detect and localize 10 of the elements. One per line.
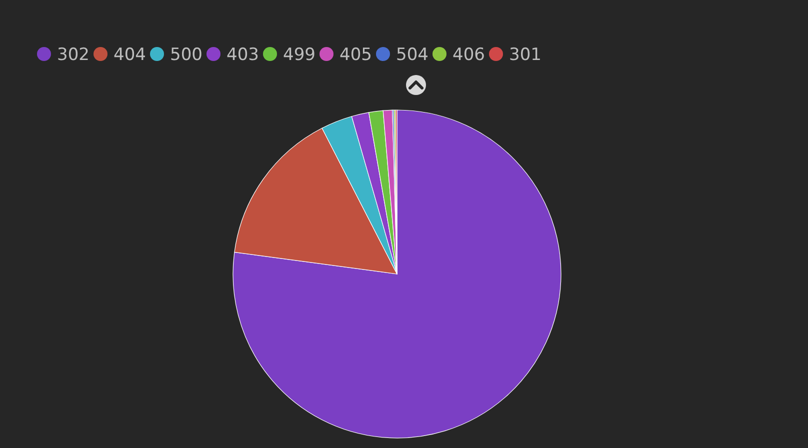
legend-label: 500 xyxy=(170,45,202,65)
legend-label: 301 xyxy=(509,45,542,65)
legend-label: 302 xyxy=(57,45,90,65)
legend-label: 406 xyxy=(452,45,485,65)
legend-label: 403 xyxy=(226,45,259,65)
legend-label: 404 xyxy=(114,45,146,65)
legend-label: 504 xyxy=(396,45,428,65)
legend-label: 499 xyxy=(283,45,316,65)
legend-label: 405 xyxy=(340,45,372,65)
pie-slice xyxy=(232,110,562,438)
